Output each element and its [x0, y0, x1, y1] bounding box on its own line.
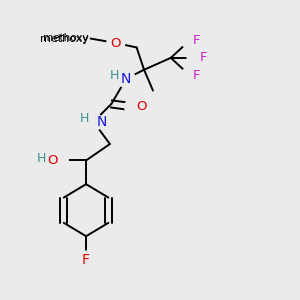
Text: O: O — [47, 154, 58, 167]
Text: F: F — [200, 51, 207, 64]
Text: N: N — [97, 115, 107, 129]
Circle shape — [181, 67, 199, 85]
Text: methoxy: methoxy — [43, 33, 88, 43]
Text: O: O — [111, 37, 121, 50]
Text: F: F — [82, 253, 90, 267]
Text: methoxy: methoxy — [40, 34, 89, 44]
Text: N: N — [121, 72, 131, 86]
Circle shape — [125, 98, 142, 116]
Text: O: O — [136, 100, 147, 113]
Circle shape — [85, 113, 102, 131]
Circle shape — [187, 49, 205, 67]
Circle shape — [117, 70, 135, 88]
Circle shape — [50, 152, 68, 169]
Text: H: H — [110, 69, 119, 82]
Text: H: H — [80, 112, 89, 125]
Text: F: F — [193, 69, 201, 82]
Circle shape — [181, 31, 199, 49]
Text: H: H — [37, 152, 46, 165]
Circle shape — [77, 251, 95, 269]
Text: F: F — [193, 34, 201, 46]
Circle shape — [107, 34, 125, 52]
